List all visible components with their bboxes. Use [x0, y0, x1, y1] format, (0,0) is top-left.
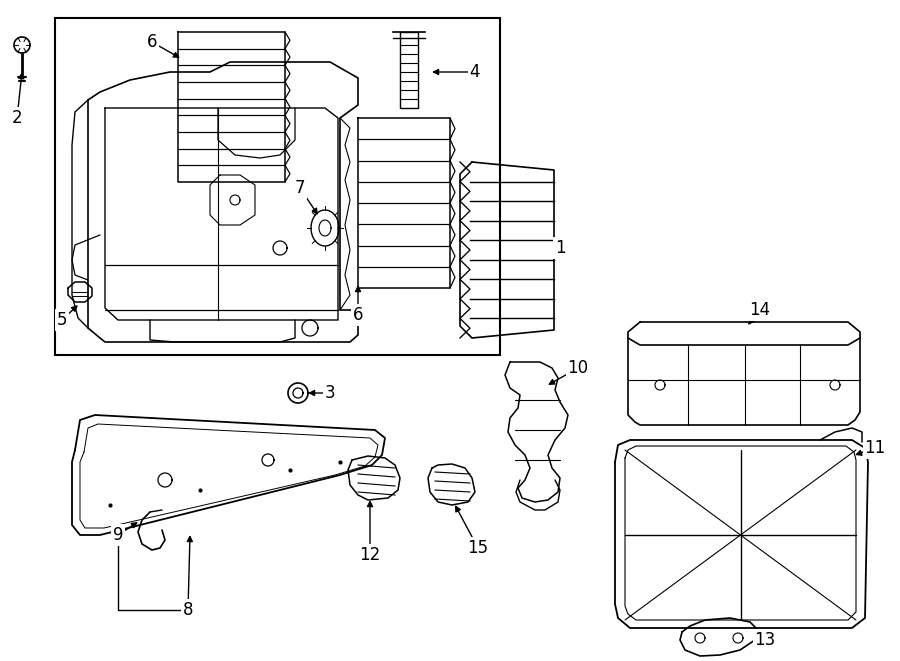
Text: 13: 13	[754, 631, 776, 649]
Text: 3: 3	[325, 384, 336, 402]
Text: 11: 11	[864, 439, 886, 457]
Text: 12: 12	[359, 546, 381, 564]
Text: 7: 7	[295, 179, 305, 197]
Text: 9: 9	[112, 526, 123, 544]
Text: 15: 15	[467, 539, 489, 557]
Text: 8: 8	[183, 601, 194, 619]
Text: 4: 4	[470, 63, 481, 81]
Text: 5: 5	[57, 311, 68, 329]
Text: 14: 14	[750, 301, 770, 319]
Text: 6: 6	[147, 33, 158, 51]
Bar	[55, 18, 500, 355]
Text: 1: 1	[554, 239, 565, 257]
Text: 6: 6	[353, 306, 364, 324]
Text: 10: 10	[567, 359, 589, 377]
Text: 2: 2	[12, 109, 22, 127]
